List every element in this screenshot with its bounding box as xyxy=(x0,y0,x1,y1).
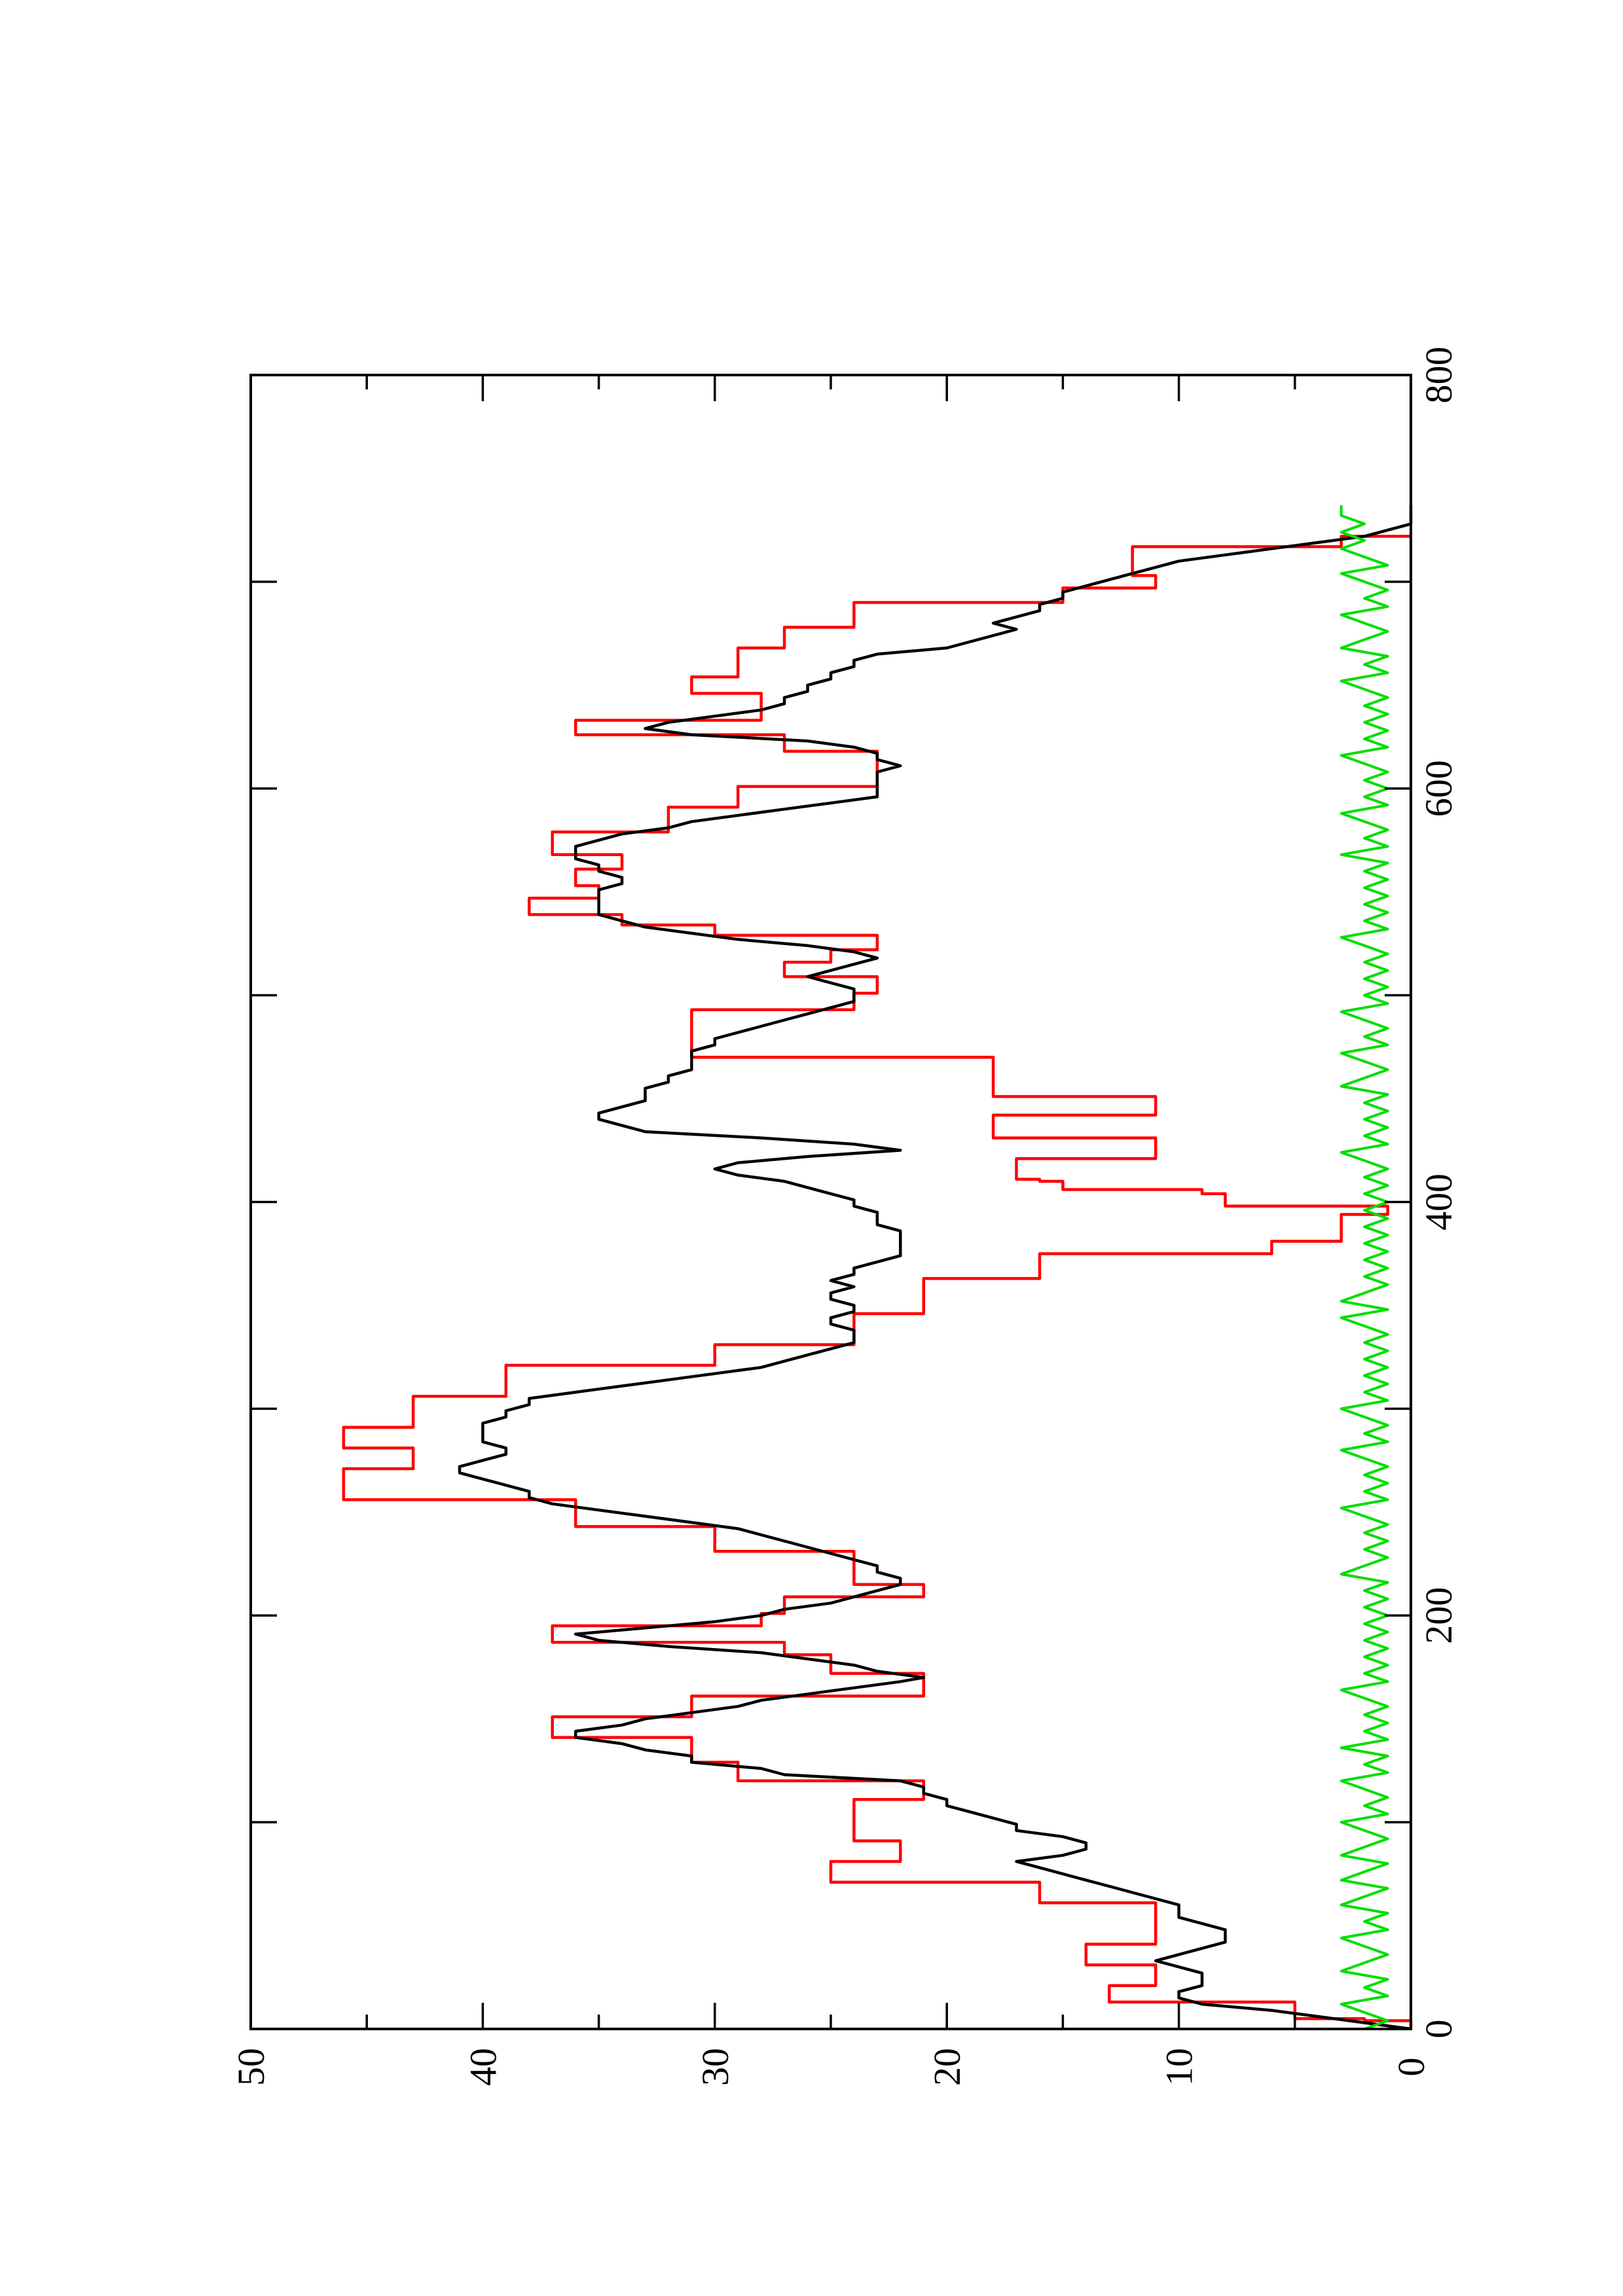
plot-area xyxy=(342,505,1413,2031)
x-tick-label: 0 xyxy=(1417,2020,1460,2039)
tick-labels-layer: 0 200 400 600 800 0 10 20 30 40 50 xyxy=(230,347,1460,2087)
y-tick-label: 30 xyxy=(694,2048,737,2086)
x-tick-label: 200 xyxy=(1417,1587,1460,1644)
black-series-line xyxy=(458,505,1413,2031)
ticks-layer xyxy=(251,375,1411,2029)
y-tick-label: 40 xyxy=(462,2048,504,2086)
series-layer xyxy=(342,505,1413,2031)
y-tick-label: 10 xyxy=(1158,2048,1201,2086)
x-tick-label: 400 xyxy=(1417,1174,1460,1230)
y-tick-label: 0 xyxy=(1390,2058,1432,2077)
y-tick-label: 20 xyxy=(926,2048,968,2086)
x-tick-label: 600 xyxy=(1417,760,1460,817)
x-tick-label: 800 xyxy=(1417,347,1460,404)
green-series-line xyxy=(1340,505,1389,2030)
y-tick-label: 50 xyxy=(230,2048,272,2086)
